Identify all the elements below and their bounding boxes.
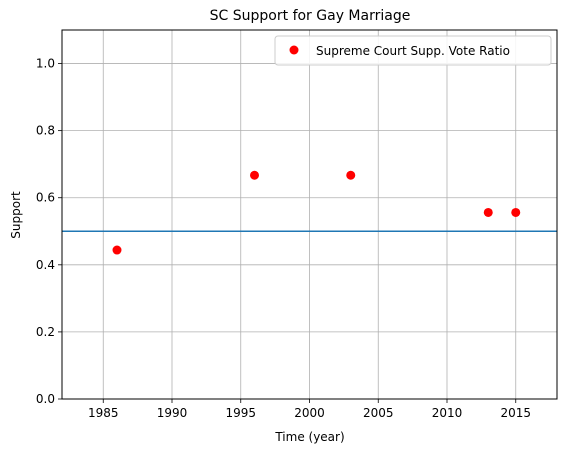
legend-label: Supreme Court Supp. Vote Ratio [316,44,510,58]
y-tick-label: 0.2 [36,325,55,339]
x-tick-label: 2005 [363,406,394,420]
y-tick-label: 0.4 [36,258,55,272]
x-tick-label: 2015 [500,406,531,420]
legend-box [274,35,552,66]
data-points [112,170,521,255]
data-point [346,170,356,180]
legend-marker [289,45,299,55]
data-point [250,170,259,180]
x-tick-label: 1990 [157,406,188,420]
y-tick-label: 0.0 [36,392,55,406]
x-tick-label: 1995 [225,406,256,420]
x-tick-label: 2000 [294,406,325,420]
y-axis-ticks: 0.0 0.2 0.4 0.6 0.8 1.0 [36,57,62,406]
x-tick-label: 1985 [88,406,119,420]
legend: Supreme Court Supp. Vote Ratio [274,35,552,66]
x-axis-label: Time (year) [274,430,344,444]
y-tick-label: 0.6 [36,191,55,205]
x-tick-label: 2010 [432,406,463,420]
y-axis-label: Support [9,191,23,239]
x-axis-ticks: 1985 1990 1995 2000 2005 2010 2015 [88,399,531,420]
data-point [112,245,122,255]
y-tick-label: 0.8 [36,124,55,138]
data-point [511,207,521,217]
y-tick-label: 1.0 [36,57,55,71]
data-point [483,207,493,217]
chart-title: SC Support for Gay Marriage [210,8,411,24]
